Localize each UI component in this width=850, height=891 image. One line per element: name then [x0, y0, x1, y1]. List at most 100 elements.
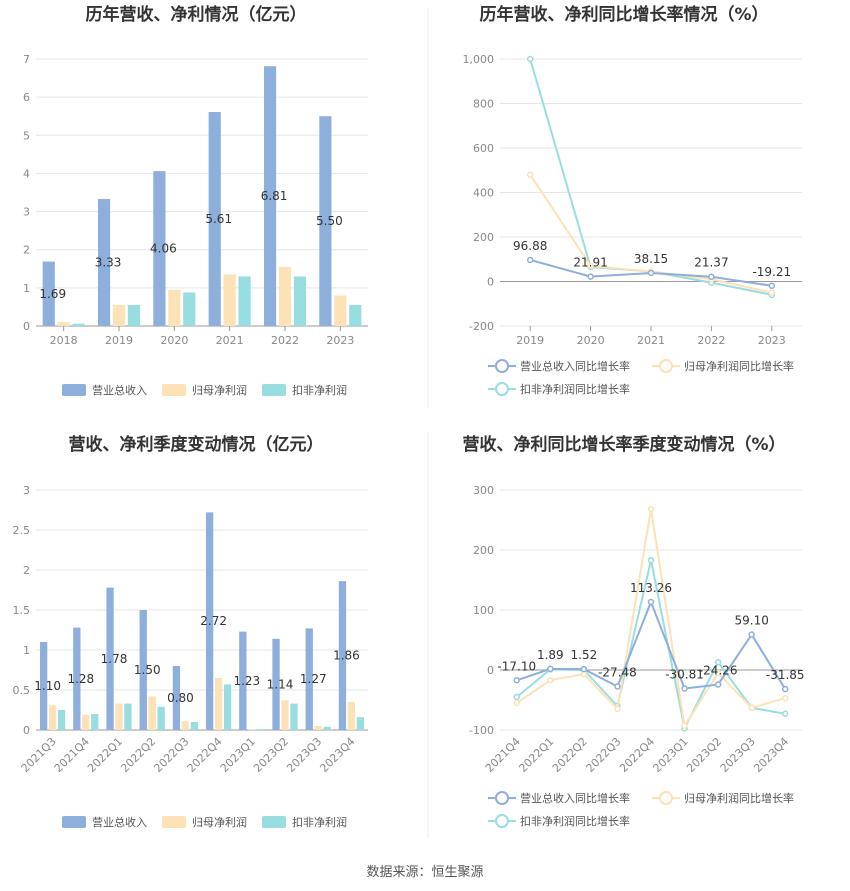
- line-data-label: 38.15: [634, 252, 668, 266]
- bar-2022-1: [278, 266, 292, 326]
- data-point-0-1: [587, 273, 594, 280]
- chart-title: 营收、净利同比增长率季度变动情况（%）: [462, 434, 785, 455]
- legend-swatch-2: [262, 816, 286, 828]
- y-tick-label: 4: [23, 167, 30, 180]
- bar-2022Q2-1: [148, 696, 156, 730]
- y-tick-label: 1,000: [463, 53, 495, 66]
- bar-2022Q4-0: [205, 512, 214, 730]
- data-point-0-2: [580, 665, 588, 673]
- legend-label-0: 营业总收入: [92, 815, 147, 829]
- y-tick-label: 2: [23, 244, 30, 257]
- bar-data-label: 2.72: [200, 614, 227, 628]
- line-data-label: 113.26: [630, 581, 672, 595]
- x-tick-label: 2019: [516, 334, 544, 347]
- bar-2021Q4-0: [73, 627, 81, 730]
- x-tick-label: 2023Q2: [684, 735, 724, 775]
- data-point-0-0: [513, 677, 521, 684]
- data-point-1-3: [614, 705, 621, 713]
- bar-2023Q3-1: [314, 726, 322, 730]
- bar-2021-2: [238, 276, 251, 326]
- line-data-label: 21.37: [694, 256, 728, 270]
- bar-2022Q4-2: [223, 684, 232, 730]
- data-point-1-5: [681, 722, 688, 730]
- x-tick-label: 2023Q2: [251, 735, 291, 775]
- chart-title: 历年营收、净利情况（亿元）: [86, 4, 307, 25]
- y-tick-label: 0.5: [13, 684, 31, 697]
- y-tick-label: 0: [23, 320, 30, 333]
- data-point-0-3: [614, 683, 621, 690]
- data-point-1-0: [526, 171, 534, 178]
- bar-2023Q4-1: [347, 702, 356, 730]
- legend-label-1: 归母净利润: [192, 383, 247, 397]
- bar-2021Q4-2: [91, 714, 99, 730]
- bar-data-label: 5.61: [205, 212, 232, 226]
- y-tick-label: 600: [473, 142, 494, 155]
- y-tick-label: 1: [23, 644, 30, 657]
- y-tick-label: 2: [23, 564, 30, 577]
- bar-2023Q2-2: [290, 703, 298, 730]
- bar-data-label: 5.50: [316, 214, 343, 228]
- data-point-0-5: [681, 685, 688, 692]
- x-tick-label: 2022Q2: [118, 735, 158, 775]
- data-point-0-4: [768, 282, 776, 290]
- data-point-0-6: [714, 681, 722, 688]
- data-point-0-2: [647, 269, 655, 277]
- line-data-label: 59.10: [734, 614, 768, 628]
- bar-2021Q3-2: [57, 710, 66, 730]
- legend-label-2: 扣非净利润同比增长率: [520, 814, 630, 828]
- data-point-2-6: [714, 658, 722, 666]
- bar-2023Q1-0: [239, 631, 247, 730]
- line-data-label: -27.48: [598, 665, 637, 679]
- data-point-1-2: [580, 670, 588, 678]
- data-point-0-7: [748, 631, 755, 638]
- x-tick-label: 2019: [105, 334, 133, 347]
- data-point-1-4: [647, 505, 655, 513]
- line-data-label: 21.91: [573, 256, 607, 270]
- x-tick-label: 2023Q4: [751, 735, 791, 775]
- bar-2022Q3-1: [181, 721, 190, 730]
- legend-marker-0: [495, 791, 509, 805]
- data-point-1-0: [513, 699, 521, 707]
- y-tick-label: 3: [23, 206, 30, 219]
- bar-data-label: 1.50: [134, 663, 161, 677]
- bar-data-label: 1.69: [39, 287, 66, 301]
- bar-2022Q1-2: [124, 703, 132, 730]
- legend-swatch-0: [62, 384, 86, 396]
- bar-2023Q4-2: [356, 717, 365, 730]
- quarterly-revenue-profit-chart: 营收、净利季度变动情况（亿元） 0 0.5 1 1.5 2 2.5 3 2021Q32021Q4…: [13, 434, 368, 829]
- y-tick-label: 7: [23, 53, 30, 66]
- chart-title: 历年营收、净利同比增长率情况（%）: [479, 4, 768, 25]
- x-tick-label: 2021Q4: [483, 735, 523, 775]
- y-tick-label: 6: [23, 91, 30, 104]
- bar-2019-0: [97, 198, 111, 326]
- bar-2023-0: [319, 116, 332, 326]
- y-tick-label: 0: [487, 276, 494, 289]
- bar-data-label: 1.28: [67, 672, 94, 686]
- legend-marker-1: [659, 791, 673, 805]
- chart-title: 营收、净利季度变动情况（亿元）: [69, 434, 324, 455]
- y-tick-label: 800: [473, 98, 494, 111]
- line-data-label: 1.89: [537, 648, 564, 662]
- bar-data-label: 1.86: [333, 649, 360, 663]
- line-data-label: -19.21: [752, 265, 791, 279]
- data-point-1-1: [587, 262, 594, 270]
- bar-2023Q2-0: [272, 638, 280, 730]
- bar-2023-1: [334, 295, 347, 326]
- y-tick-label: 200: [473, 544, 494, 557]
- x-tick-label: 2023Q3: [284, 735, 324, 775]
- x-tick-label: 2022Q1: [85, 735, 125, 775]
- x-tick-label: 2021Q3: [19, 735, 59, 775]
- bar-2023Q3-0: [305, 628, 313, 730]
- bar-data-label: 6.81: [261, 189, 288, 203]
- y-tick-label: 1: [23, 282, 30, 295]
- x-tick-label: 2022Q3: [151, 735, 191, 775]
- bar-2023-2: [349, 305, 362, 326]
- y-tick-label: 2.5: [13, 524, 31, 537]
- line-data-label: -24.26: [699, 664, 738, 678]
- x-tick-label: 2021: [216, 334, 244, 347]
- bar-2021-0: [208, 112, 221, 326]
- bar-2023Q4-0: [338, 581, 347, 730]
- bar-data-label: 4.06: [150, 242, 177, 256]
- bar-2023Q2-1: [281, 700, 289, 730]
- bar-2018-0: [42, 261, 55, 326]
